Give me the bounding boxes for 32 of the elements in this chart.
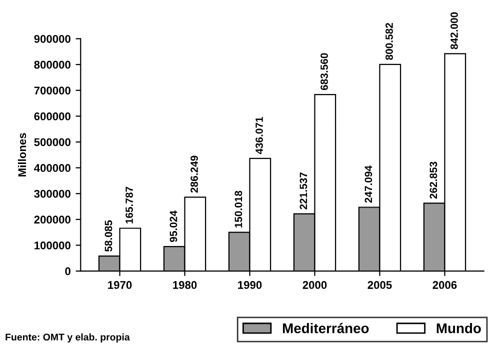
x-tick-label: 2000	[302, 281, 327, 289]
legend-label: Mundo	[436, 323, 481, 334]
data-label: 221.537	[300, 172, 308, 210]
data-label: 95.024	[170, 210, 178, 242]
data-label: 165.787	[126, 186, 133, 224]
legend-label: Mediterráneo	[282, 322, 369, 334]
x-tick-label: 2005	[368, 281, 392, 289]
data-label: 436.071	[256, 116, 263, 154]
data-label: 842.000	[450, 12, 458, 50]
y-tick-label: 200000	[34, 216, 70, 224]
data-label: 58.085	[104, 220, 112, 252]
x-tick-label: 1970	[108, 281, 132, 289]
y-tick-label: 500000	[34, 138, 70, 146]
data-label: 683.560	[320, 53, 328, 90]
x-tick-label: 1990	[238, 281, 262, 289]
data-label: 286.249	[190, 156, 198, 193]
source-note: Fuente: OMT y elab. propia	[6, 333, 130, 342]
x-tick-label: 1980	[173, 281, 197, 289]
y-tick-label: 0	[65, 267, 70, 276]
y-tick-label: 100000	[34, 241, 70, 250]
y-tick-label: 600000	[34, 112, 70, 120]
data-label: 247.094	[364, 165, 372, 203]
y-axis-title: Millones	[18, 133, 26, 176]
y-tick-label: 300000	[34, 190, 70, 198]
y-tick-label: 400000	[34, 164, 70, 172]
y-tick-label: 800000	[34, 60, 70, 69]
y-tick-label: 700000	[34, 86, 70, 94]
y-tick-label: 900000	[34, 34, 70, 43]
data-label: 150.018	[234, 190, 242, 228]
data-label: 800.582	[386, 22, 393, 60]
data-label: 262.853	[430, 162, 438, 199]
x-tick-label: 2006	[432, 281, 457, 289]
